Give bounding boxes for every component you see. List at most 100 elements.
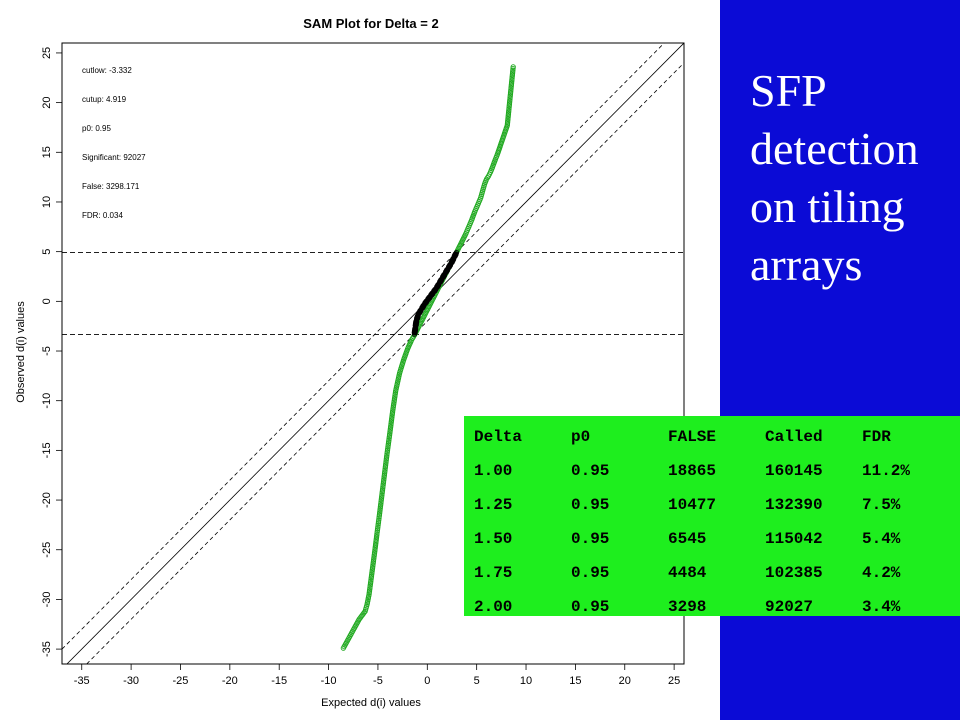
table-cell: 1.50 (474, 530, 513, 548)
y-tick-label: -20 (41, 492, 53, 508)
table-cell: 2.00 (474, 598, 513, 616)
data-point (372, 548, 378, 555)
x-tick-label: -10 (321, 675, 337, 687)
slide-title-line: detection (750, 123, 919, 174)
y-tick-label: 5 (41, 249, 53, 255)
x-tick-label: 20 (619, 675, 631, 687)
y-tick-label: -5 (41, 346, 53, 356)
plot-frame (61, 42, 685, 665)
data-point (489, 166, 495, 172)
data-point (452, 251, 459, 258)
data-points (340, 64, 516, 651)
table-cell: 1.25 (474, 496, 513, 514)
data-point (383, 454, 390, 460)
table-cell: 10477 (668, 496, 717, 514)
data-point (361, 610, 367, 616)
x-axis-label: Expected d(i) values (321, 697, 421, 709)
data-point (481, 183, 487, 189)
table-cell: 18865 (668, 462, 717, 480)
x-tick-label: -30 (123, 675, 139, 687)
data-point (459, 238, 465, 244)
slide-title-line: arrays (750, 239, 863, 290)
table-cell: 7.5% (862, 496, 901, 514)
x-tick-label: -5 (373, 675, 383, 687)
y-tick-label: 15 (41, 146, 53, 158)
y-tick-label: -10 (41, 393, 53, 409)
data-point (400, 358, 406, 365)
data-point (368, 578, 374, 584)
table-cell: 160145 (765, 462, 823, 480)
data-point (392, 389, 399, 396)
y-tick-label: -15 (41, 442, 53, 458)
slide-title-line: SFP (750, 65, 827, 116)
x-tick-label: -35 (74, 675, 90, 687)
x-tick-label: -25 (173, 675, 189, 687)
header-cell: FALSE (668, 428, 717, 446)
data-point (381, 474, 387, 480)
table-cell: 115042 (765, 530, 823, 548)
data-point (366, 593, 372, 599)
table-header-row: Delta p0 FALSE Called FDR (474, 420, 952, 454)
data-point (504, 124, 510, 130)
slide-title: SFP detection on tiling arrays (750, 62, 955, 294)
data-point (386, 432, 393, 438)
header-cell: Called (765, 428, 823, 446)
table-row: 1.00 0.95 18865 160145 11.2% (474, 454, 952, 488)
x-tick-label: 0 (424, 675, 430, 687)
annotation-text: Significant: 92027 (82, 153, 146, 162)
x-tick-label: 10 (520, 675, 532, 687)
reference-lines (62, 43, 684, 664)
table-cell: 132390 (765, 496, 823, 514)
data-point (456, 244, 462, 250)
data-point (376, 514, 382, 520)
x-tick-label: 5 (474, 675, 480, 687)
annotation-text: cutlow: -3.332 (82, 66, 132, 75)
slide-title-line: on tiling (750, 181, 905, 232)
data-point (357, 615, 363, 621)
header-cell: p0 (571, 428, 591, 446)
table-row: 1.50 0.95 6545 115042 5.4% (474, 522, 952, 556)
x-tick-label: 25 (668, 675, 680, 687)
y-axis-label: Observed d(i) values (15, 301, 27, 403)
chart-title: SAM Plot for Delta = 2 (303, 16, 438, 31)
annotation-text: cutup: 4.919 (82, 95, 127, 104)
annotation-text: p0: 0.95 (82, 124, 111, 133)
y-tick-label: -30 (41, 591, 53, 607)
annotation-text: False: 3298.171 (82, 182, 140, 191)
stats-annotations: cutlow: -3.332 cutup: 4.919 p0: 0.95 Signif… (82, 66, 146, 220)
header-cell: FDR (862, 428, 891, 446)
data-point (370, 563, 376, 569)
data-point (374, 532, 380, 539)
y-tick-label: -25 (41, 542, 53, 558)
y-tick-label: 20 (41, 96, 53, 108)
x-axis: -35 -30 -25 -20 -15 -10 -5 0 5 10 15 20 25 (74, 664, 680, 687)
summary-table: Delta p0 FALSE Called FDR 1.00 0.95 1886… (474, 420, 952, 624)
table-cell: 102385 (765, 564, 823, 582)
table-cell: 1.00 (474, 462, 513, 480)
data-point (510, 65, 516, 72)
data-point (492, 158, 498, 164)
table-cell: 6545 (668, 530, 707, 548)
data-point (363, 603, 370, 609)
table-cell: 0.95 (571, 530, 610, 548)
x-tick-label: 15 (569, 675, 581, 687)
table-row: 1.25 0.95 10477 132390 7.5% (474, 488, 952, 522)
table-row: 1.75 0.95 4484 102385 4.2% (474, 556, 952, 590)
data-point (479, 190, 485, 196)
table-row: 2.00 0.95 3298 92027 3.4% (474, 590, 952, 624)
y-tick-label: -35 (41, 641, 53, 657)
data-point (462, 232, 468, 238)
data-point (471, 210, 477, 217)
table-cell: 4.2% (862, 564, 901, 582)
table-cell: 0.95 (571, 564, 610, 582)
data-point (477, 197, 483, 203)
sam-plot: SAM Plot for Delta = 2 -35 -30 -25 -20 -15 -1… (15, 16, 685, 709)
y-tick-label: 25 (41, 47, 53, 59)
table-cell: 5.4% (862, 530, 901, 548)
y-tick-label: 10 (41, 196, 53, 208)
table-cell: 3.4% (862, 598, 901, 616)
data-point (396, 371, 402, 378)
delta-band-line (86, 62, 684, 664)
data-point (404, 347, 410, 354)
identity-line (66, 43, 684, 664)
